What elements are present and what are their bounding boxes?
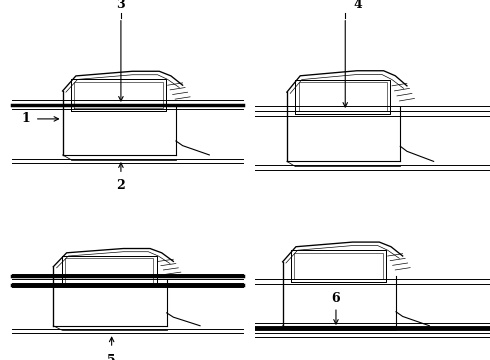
Text: 3: 3 — [117, 0, 125, 11]
Text: 6: 6 — [332, 292, 340, 305]
Text: 2: 2 — [117, 179, 125, 192]
Text: 1: 1 — [22, 112, 30, 125]
Text: 5: 5 — [107, 354, 116, 360]
Text: 4: 4 — [354, 0, 363, 11]
